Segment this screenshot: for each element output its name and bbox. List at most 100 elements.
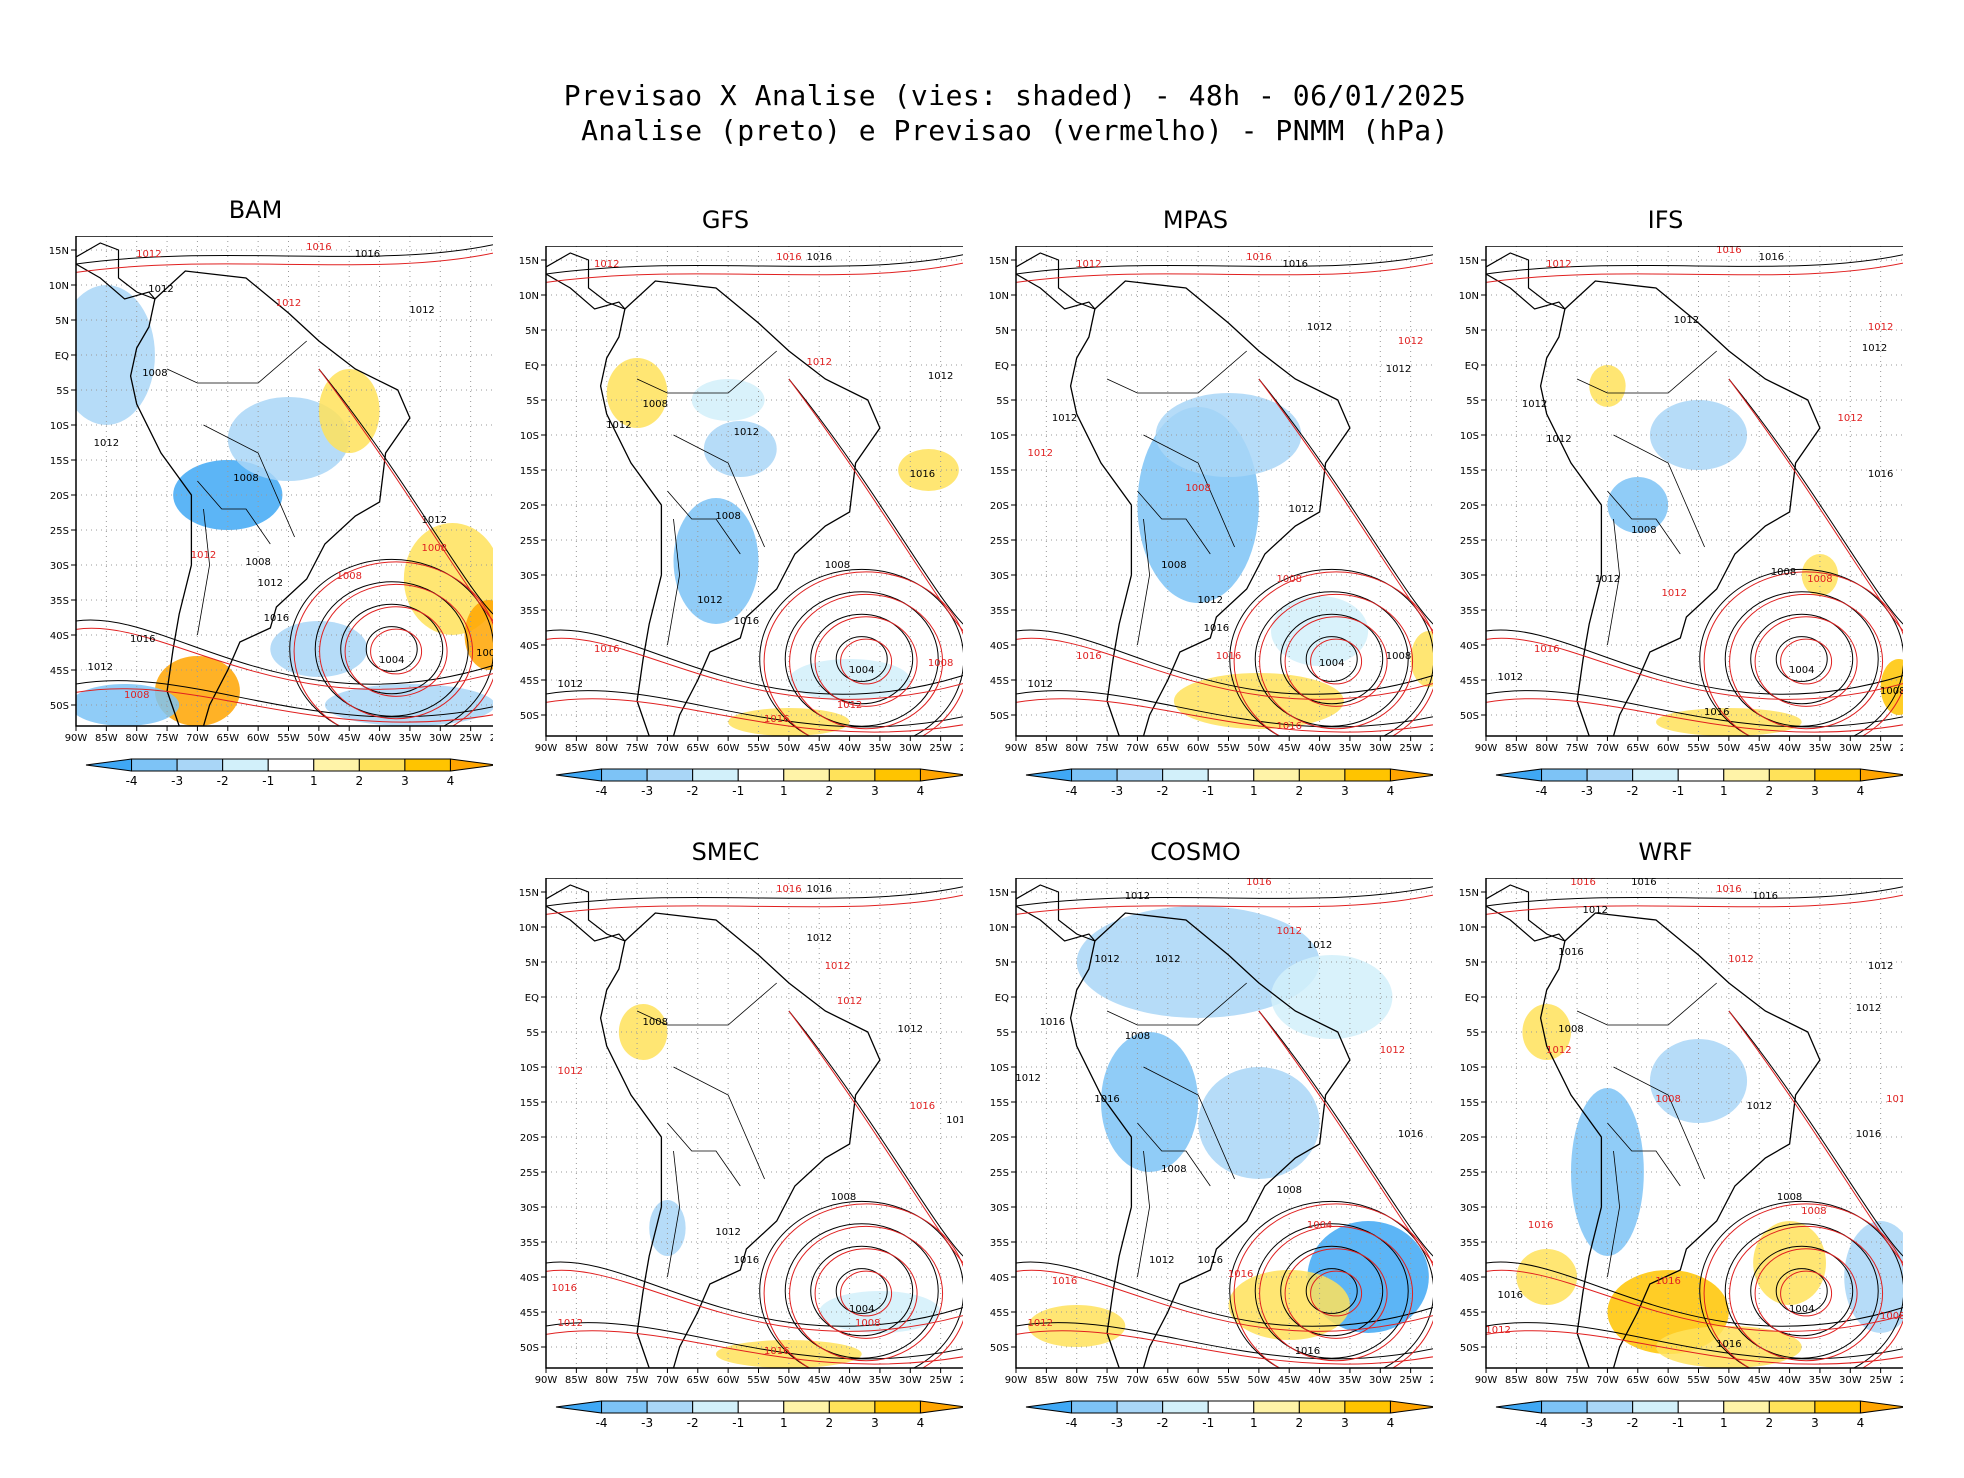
isobar-contour	[789, 1225, 944, 1362]
isobar-contour	[1486, 637, 1903, 700]
lat-tick-label: 40S	[50, 631, 69, 642]
lon-tick-label: 45W	[1748, 1375, 1771, 1386]
isobar-contour	[76, 688, 493, 723]
isobar-label: 1016	[130, 634, 155, 645]
isobar-contour	[1310, 638, 1363, 685]
isobar-label: 1012	[276, 298, 301, 309]
isobar-contour	[1728, 1010, 1903, 1257]
isobar-contour	[1258, 1010, 1433, 1257]
lat-tick-label: 45S	[990, 676, 1009, 687]
lon-tick-label: 55W	[1217, 743, 1240, 754]
isobar-contour	[1016, 1261, 1433, 1327]
lat-tick-label: 40S	[1460, 1273, 1479, 1284]
lon-tick-label: 60W	[1657, 743, 1680, 754]
lon-tick-label: 30W	[899, 1375, 922, 1386]
isobar-label: 1012	[1149, 1255, 1174, 1266]
colorbar-label: -1	[1202, 1416, 1214, 1430]
isobar-label: 1012	[1052, 413, 1077, 424]
isobar-label: 1012	[1307, 940, 1332, 951]
lon-tick-label: 80W	[125, 733, 148, 744]
isobar-label: 1012	[1868, 322, 1893, 333]
bias-shade	[673, 498, 759, 624]
colorbar-label: -4	[596, 784, 608, 798]
isobar-label: 1012	[558, 1318, 583, 1329]
lon-tick-label: 45W	[1748, 743, 1771, 754]
isobar-contour	[1699, 1200, 1903, 1368]
panel-title: IFS	[1647, 206, 1684, 234]
country-border	[667, 490, 741, 555]
isobar-label: 1012	[806, 357, 831, 368]
bias-shade	[173, 460, 283, 530]
colorbar-label: 2	[1296, 1416, 1304, 1430]
lon-tick-label: 55W	[747, 743, 770, 754]
lat-tick-label: 50S	[1460, 711, 1479, 722]
lat-tick-label: 5N	[525, 326, 539, 337]
colorbar-label: 4	[917, 784, 925, 798]
colorbar-swatch	[1344, 1400, 1391, 1414]
lat-tick-label: 50S	[990, 711, 1009, 722]
lat-tick-label: 35S	[520, 606, 539, 617]
bias-shade	[606, 358, 668, 428]
isobar-contour	[1729, 593, 1884, 730]
lon-tick-label: 85W	[95, 733, 118, 744]
lon-tick-label: 35W	[399, 733, 422, 744]
lon-tick-label: 35W	[1339, 1375, 1362, 1386]
lat-tick-label: EQ	[1465, 993, 1479, 1004]
isobar-contour	[1486, 1269, 1903, 1332]
isobar-label: 1016	[764, 1346, 789, 1357]
bias-shade	[76, 684, 180, 726]
isobar-contour	[546, 637, 963, 700]
isobar-label: 1012	[558, 1066, 583, 1077]
lon-tick-label: 90W	[535, 1375, 558, 1386]
lon-tick-label: 50W	[1248, 743, 1271, 754]
country-border	[1607, 1150, 1620, 1278]
colorbar-label: -1	[1672, 784, 1684, 798]
colorbar-swatch	[874, 1400, 921, 1414]
isobar-label: 1008	[1558, 1024, 1583, 1035]
lat-tick-label: 45S	[50, 666, 69, 677]
isobar-contour	[788, 378, 963, 625]
country-border	[1143, 434, 1235, 548]
colorbar-label: 3	[401, 774, 409, 788]
isobar-label: 1012	[1028, 679, 1053, 690]
lon-tick-label: 60W	[247, 733, 270, 744]
lat-tick-label: 20S	[1460, 501, 1479, 512]
lon-tick-label: 85W	[1035, 1375, 1058, 1386]
isobar-label: 1016	[1570, 878, 1595, 888]
lat-tick-label: 35S	[1460, 606, 1479, 617]
lon-tick-label: 30W	[1839, 743, 1862, 754]
panel-bam: BAM 1012 1016 1016 1012 1012 1012 1008 1012 1008…	[38, 196, 493, 836]
isobar-contour	[1016, 690, 1433, 728]
isobar-contour	[759, 568, 963, 736]
isobar-contour	[1724, 591, 1879, 727]
lat-tick-label: 5N	[1465, 958, 1479, 969]
isobar-contour	[1284, 1248, 1388, 1339]
lat-tick-label: 10N	[1459, 923, 1479, 934]
map-area: 1012 1016 1016 1012 1012 1012 1008 1012 1008 1012…	[76, 236, 493, 726]
colorbar-swatch	[1768, 768, 1816, 782]
isobar-label: 1012	[734, 427, 759, 438]
map-area: 1016 1016 1012 1016 1016 1012 1012 1012 1016 1008…	[1486, 878, 1903, 1368]
country-border	[1137, 1122, 1211, 1187]
isobar-label: 1012	[1838, 413, 1863, 424]
isobar-label: 1008	[1185, 483, 1210, 494]
colorbar-arrow-low	[85, 758, 133, 772]
isobar-label: 1012	[1595, 574, 1620, 585]
isobar-label: 1012	[148, 284, 173, 295]
isobar-label: 1008	[336, 571, 361, 582]
colorbar-swatch	[1814, 768, 1861, 782]
lat-tick-label: 10S	[50, 421, 69, 432]
lat-tick-label: EQ	[1465, 361, 1479, 372]
lat-tick-label: 10N	[989, 923, 1009, 934]
colorbar-arrow-low	[1495, 1400, 1543, 1414]
isobar-contour	[1754, 1248, 1858, 1339]
lon-tick-label: 30W	[1369, 743, 1392, 754]
lon-tick-label: 65W	[1626, 743, 1649, 754]
colorbar-swatch	[176, 758, 224, 772]
coastline	[1539, 912, 1821, 1368]
colorbar-label: -4	[126, 774, 138, 788]
isobar-contour	[1233, 571, 1433, 736]
bias-shade	[1101, 1032, 1199, 1172]
bias-shade	[1028, 1305, 1126, 1347]
country-border	[1607, 1122, 1681, 1187]
